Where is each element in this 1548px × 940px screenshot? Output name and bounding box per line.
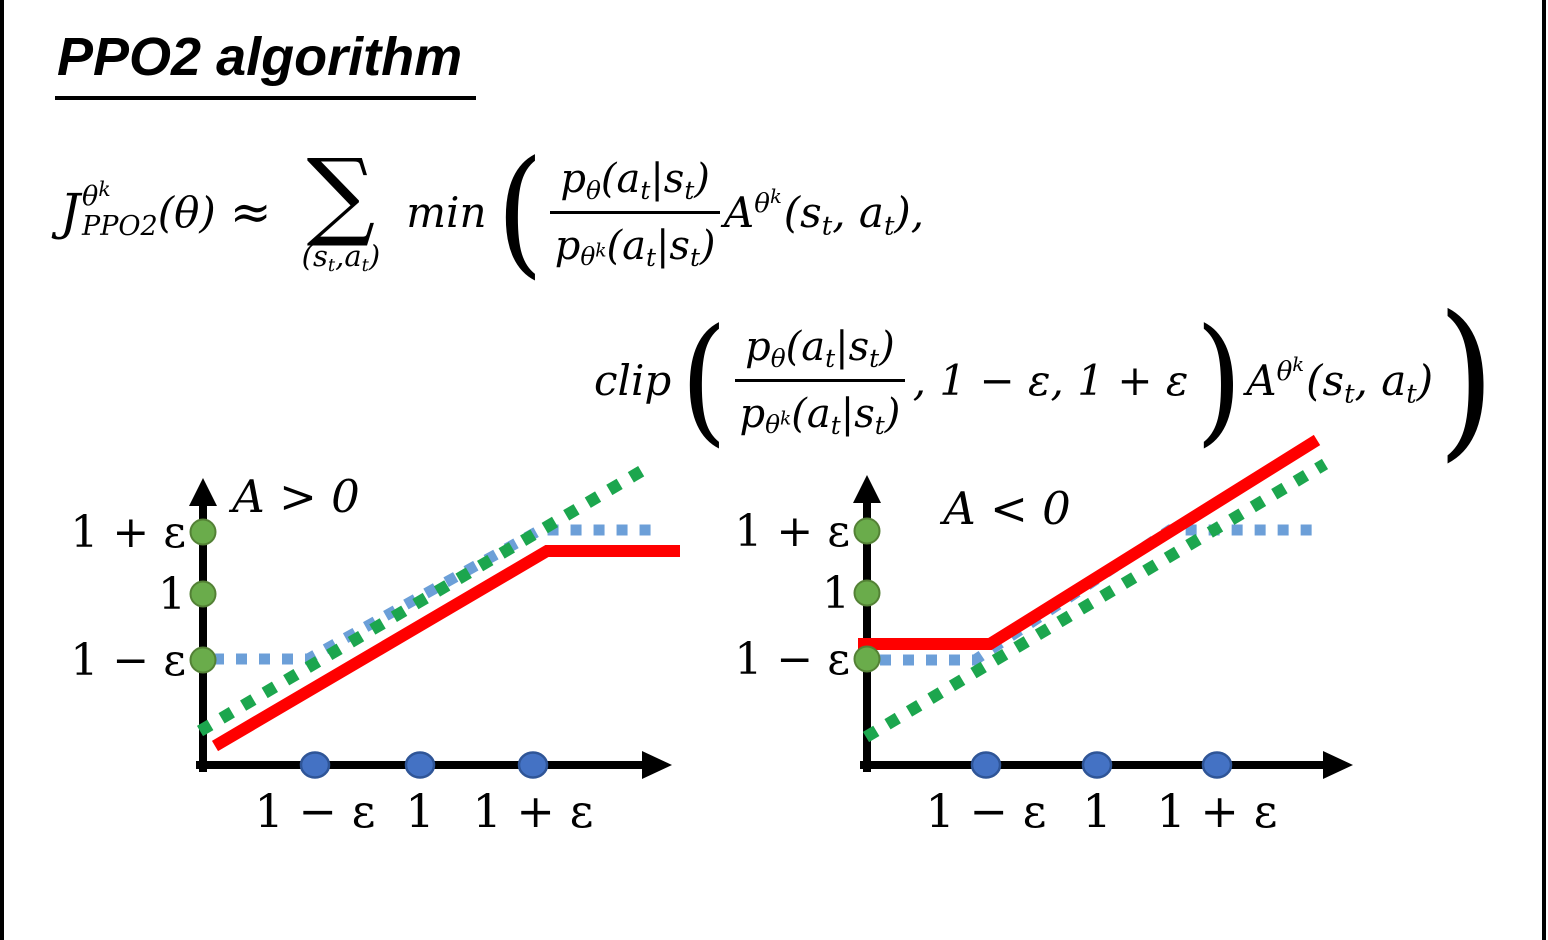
y-axis-arrow (189, 478, 217, 506)
objective-subscript: PPO2 (82, 211, 158, 242)
x-tick-dot (299, 751, 331, 779)
x-tick-label: 1 + ε (473, 784, 594, 838)
ratio-fraction: pθ(at|st) pθk(at|st) (735, 324, 905, 437)
x-tick-dot (1201, 751, 1233, 779)
open-paren-big: ( (495, 131, 544, 293)
y-tick-dot (853, 645, 881, 673)
y-tick-dot (853, 579, 881, 607)
x-tick-label: 1 (1082, 784, 1111, 838)
close-paren-outer: ) (1437, 280, 1496, 479)
y-axis-arrow (853, 475, 881, 503)
y-tick-label: 1 (822, 568, 850, 619)
left-frame-line (0, 0, 4, 940)
objective-symbol: J θk PPO2 (60, 176, 158, 242)
sum-symbol: ∑ (306, 137, 376, 250)
advantage-term: Aθk (1246, 353, 1305, 405)
clip-function: clip (594, 355, 672, 405)
page-title: PPO2 algorithm (55, 26, 477, 100)
ratio-denominator: pθk(at|st) (739, 390, 901, 440)
x-axis-arrow (1323, 751, 1353, 779)
ratio-identity-line (862, 458, 1329, 743)
min-function: min (406, 187, 487, 237)
y-tick-label: 1 + ε (734, 506, 850, 557)
ratio-numerator: pθ(at|st) (735, 324, 905, 382)
formula-line-2: clip ( pθ(at|st) pθk(at|st) , 1 − ε, 1 +… (586, 280, 1499, 479)
x-tick-label: 1 + ε (1157, 784, 1278, 838)
clipped-ratio-line (213, 524, 660, 665)
y-tick-dot (189, 518, 217, 546)
summation: ∑ (st,at) (301, 137, 381, 277)
x-tick-dot (404, 751, 436, 779)
right-frame-line (1542, 0, 1546, 940)
clip-bounds: , 1 − ε, 1 + ε (912, 355, 1189, 405)
ratio-identity-line (196, 460, 654, 737)
y-tick-label: 1 (158, 569, 186, 620)
advantage-args: (st, at) (783, 187, 911, 241)
chart-title: A > 0 (228, 470, 359, 523)
x-tick-dot (1081, 751, 1113, 779)
objective-min-line (211, 545, 680, 752)
x-tick-dot (970, 751, 1002, 779)
advantage-term: Aθk (723, 185, 782, 237)
y-tick-dot (189, 646, 217, 674)
sum-limits: (st,at) (301, 239, 381, 277)
y-tick-label: 1 − ε (734, 634, 850, 685)
advantage-args: (st, at) (1306, 355, 1434, 409)
objective-min-line (858, 434, 1321, 650)
x-axis-arrow (642, 751, 672, 779)
x-tick-label: 1 − ε (926, 784, 1047, 838)
approx-sign: ≈ (229, 183, 272, 241)
trailing-comma: , (910, 187, 925, 237)
ratio-denominator: pθk(at|st) (554, 222, 716, 272)
open-paren-big: ( (680, 299, 728, 461)
ratio-fraction: pθ(at|st) pθk(at|st) (550, 156, 720, 269)
y-tick-dot (189, 580, 217, 608)
x-tick-dot (517, 751, 549, 779)
x-tick-label: 1 (405, 784, 434, 838)
theta-argument: (θ) (157, 187, 216, 237)
y-tick-dot (853, 517, 881, 545)
x-tick-label: 1 − ε (255, 784, 376, 838)
objective-superscript: θk (82, 176, 111, 212)
y-tick-label: 1 + ε (70, 507, 186, 558)
y-tick-label: 1 − ε (70, 635, 186, 686)
formula-line-1: J θk PPO2 (θ) ≈ ∑ (st,at) min ( pθ(at|st… (60, 128, 924, 296)
ratio-numerator: pθ(at|st) (550, 156, 720, 214)
chart-title: A < 0 (939, 482, 1070, 535)
close-paren-big: ) (1195, 299, 1244, 461)
